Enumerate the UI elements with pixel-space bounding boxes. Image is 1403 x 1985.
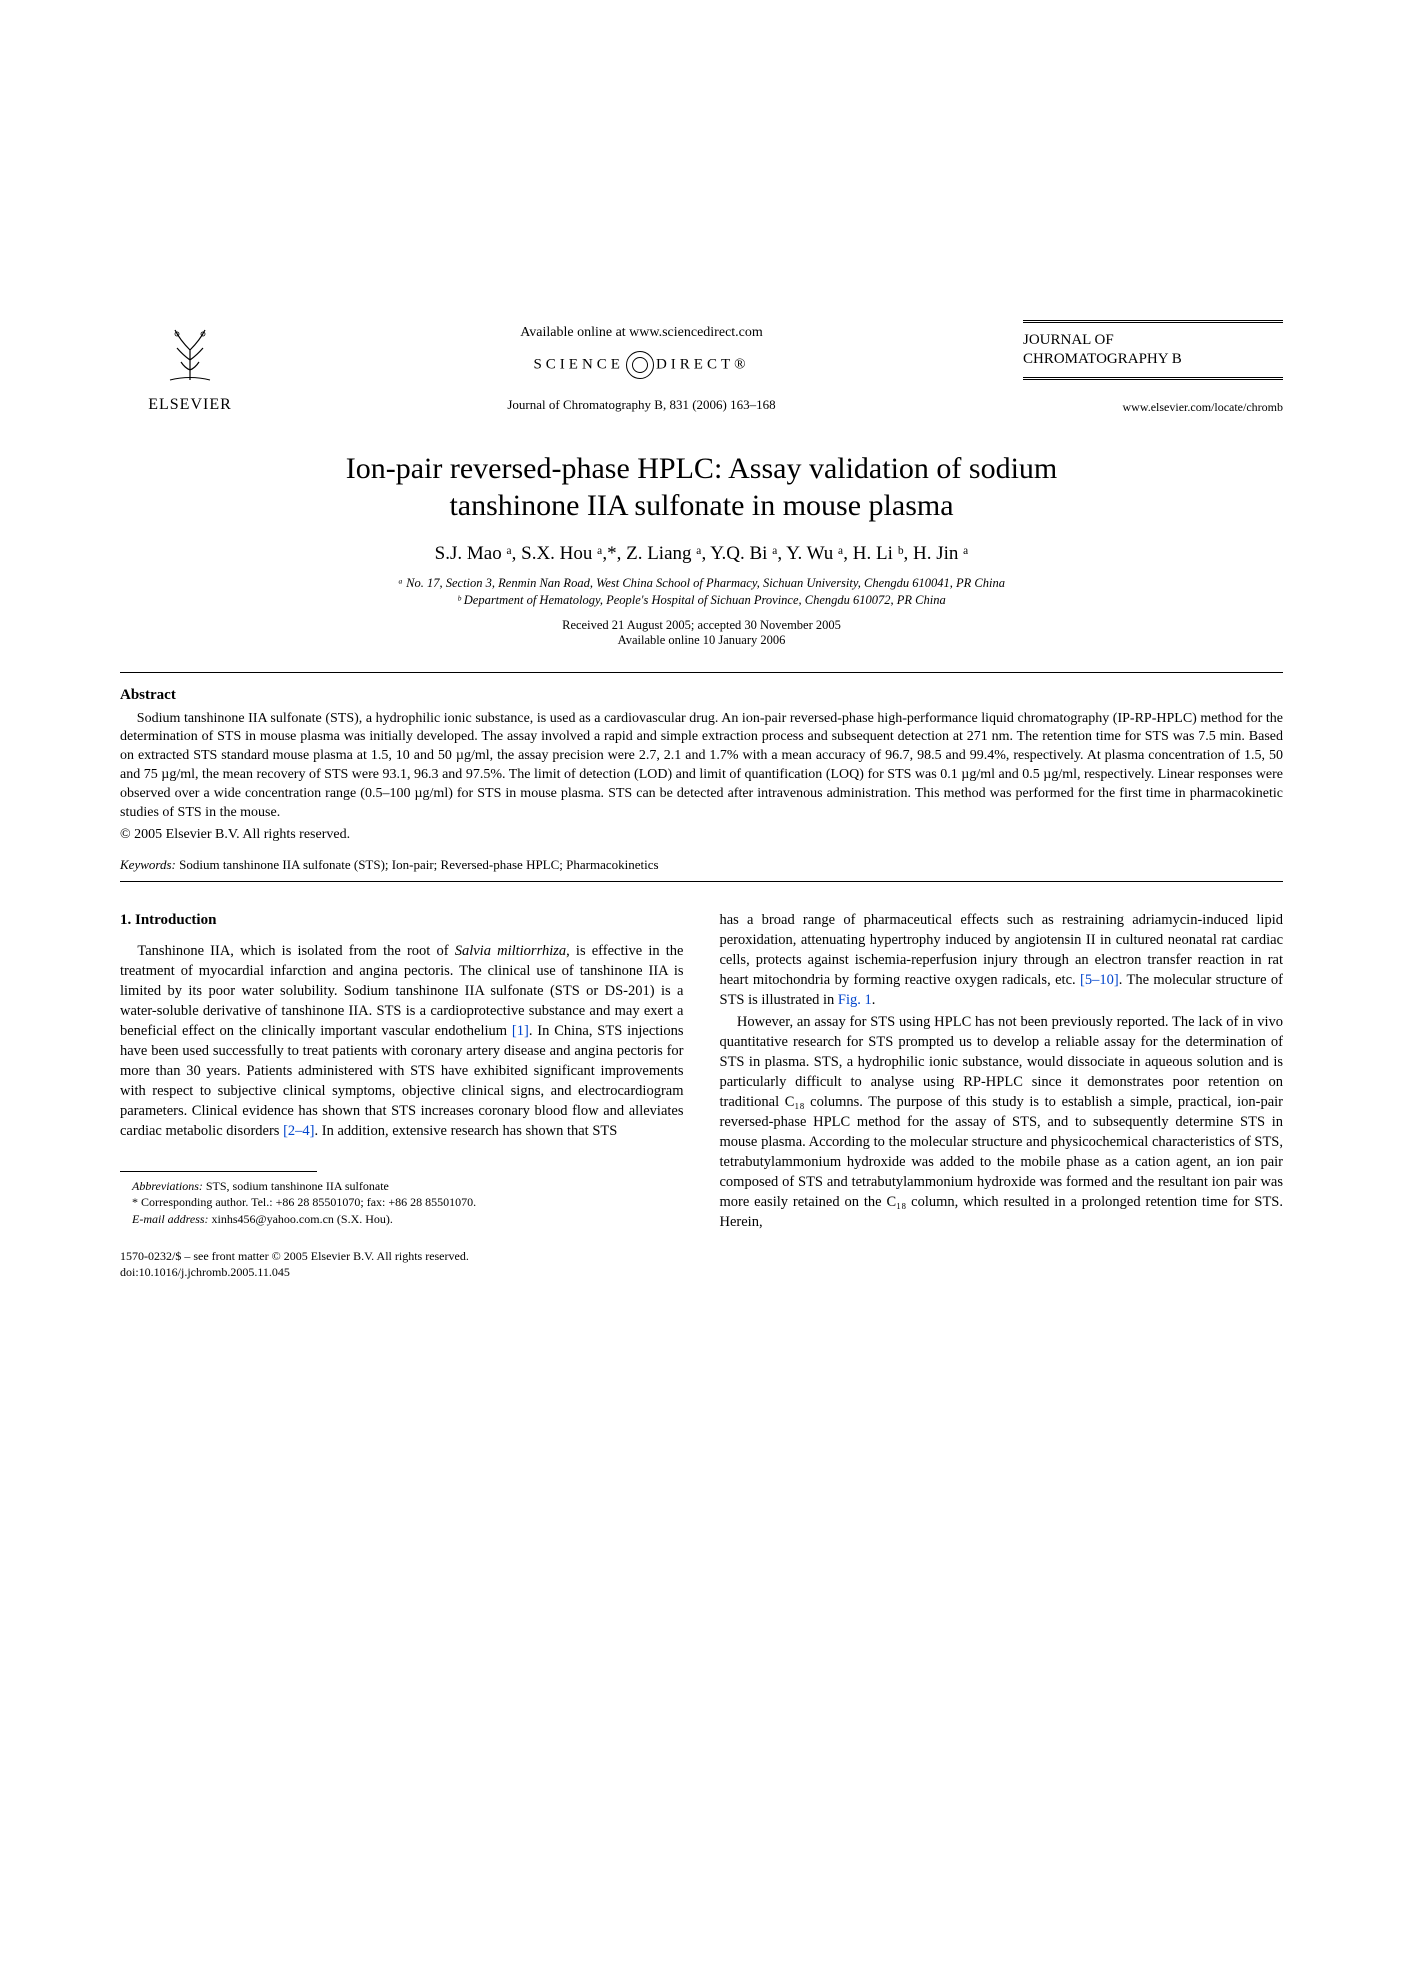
affiliation-b: ᵇ Department of Hematology, People's Hos…	[120, 592, 1283, 610]
double-rule-bottom	[1023, 377, 1283, 380]
abstract-heading: Abstract	[120, 687, 1283, 704]
double-rule-top	[1023, 320, 1283, 323]
elsevier-tree-icon	[155, 320, 225, 390]
sciencedirect-right: DIRECT®	[656, 356, 750, 372]
intro-para-3: However, an assay for STS using HPLC has…	[720, 1012, 1284, 1232]
dates-received: Received 21 August 2005; accepted 30 Nov…	[562, 618, 841, 632]
journal-name-line1: JOURNAL OF	[1023, 332, 1114, 348]
title-line2: tanshinone IIA sulfonate in mouse plasma	[449, 489, 953, 522]
footnote-rule	[120, 1171, 317, 1172]
footnote-abbrev: Abbreviations: STS, sodium tanshinone II…	[120, 1178, 684, 1195]
p2c: .	[872, 992, 876, 1008]
ref-fig1[interactable]: Fig. 1	[838, 992, 872, 1008]
footnotes: Abbreviations: STS, sodium tanshinone II…	[120, 1178, 684, 1228]
email-text: xinhs456@yahoo.com.cn (S.X. Hou).	[209, 1212, 393, 1226]
header-center: Available online at www.sciencedirect.co…	[260, 320, 1023, 413]
available-online-text: Available online at www.sciencedirect.co…	[260, 325, 1023, 341]
header-right: JOURNAL OF CHROMATOGRAPHY B www.elsevier…	[1023, 320, 1283, 415]
ref-1[interactable]: [1]	[512, 1023, 529, 1039]
intro-para-1: Tanshinone IIA, which is isolated from t…	[120, 941, 684, 1141]
dates-online: Available online 10 January 2006	[618, 633, 786, 647]
sciencedirect-orb-icon	[626, 351, 654, 379]
keywords-label: Keywords:	[120, 857, 176, 872]
section-1-heading: 1. Introduction	[120, 910, 684, 931]
p1c: . In China, STS injections have been use…	[120, 1023, 684, 1139]
sciencedirect-logo: SCIENCE DIRECT®	[260, 351, 1023, 379]
affiliation-a: ᵃ No. 17, Section 3, Renmin Nan Road, We…	[120, 575, 1283, 593]
column-right: has a broad range of pharmaceutical effe…	[720, 910, 1284, 1281]
email-label: E-mail address:	[132, 1212, 209, 1226]
journal-url: www.elsevier.com/locate/chromb	[1023, 400, 1283, 415]
author-list: S.J. Mao ᵃ, S.X. Hou ᵃ,*, Z. Liang ᵃ, Y.…	[120, 543, 1283, 565]
ref-5-10[interactable]: [5–10]	[1080, 972, 1119, 988]
keywords-text: Sodium tanshinone IIA sulfonate (STS); I…	[176, 857, 659, 872]
publisher-name: ELSEVIER	[148, 396, 232, 414]
abbrev-label: Abbreviations:	[132, 1179, 203, 1193]
footnote-corresponding: * Corresponding author. Tel.: +86 28 855…	[120, 1194, 684, 1211]
ref-2-4[interactable]: [2–4]	[283, 1123, 314, 1139]
rule-above-abstract	[120, 672, 1283, 673]
keywords-line: Keywords: Sodium tanshinone IIA sulfonat…	[120, 857, 1283, 873]
abbrev-text: STS, sodium tanshinone IIA sulfonate	[203, 1179, 389, 1193]
doi-block: 1570-0232/$ – see front matter © 2005 El…	[120, 1248, 684, 1281]
intro-para-2: has a broad range of pharmaceutical effe…	[720, 910, 1284, 1010]
species-name: Salvia miltiorrhiza	[455, 943, 566, 959]
abstract-copyright: © 2005 Elsevier B.V. All rights reserved…	[120, 827, 1283, 843]
footnote-email: E-mail address: xinhs456@yahoo.com.cn (S…	[120, 1211, 684, 1228]
publisher-block: ELSEVIER	[120, 320, 260, 414]
article-dates: Received 21 August 2005; accepted 30 Nov…	[120, 618, 1283, 648]
journal-name-line2: CHROMATOGRAPHY B	[1023, 351, 1182, 367]
p1d: . In addition, extensive research has sh…	[314, 1123, 617, 1139]
abstract-body: Sodium tanshinone IIA sulfonate (STS), a…	[120, 710, 1283, 823]
journal-reference: Journal of Chromatography B, 831 (2006) …	[260, 397, 1023, 413]
p1a: Tanshinone IIA, which is isolated from t…	[137, 943, 454, 959]
sciencedirect-left: SCIENCE	[533, 356, 624, 372]
header-row: ELSEVIER Available online at www.science…	[120, 320, 1283, 415]
paper-page: ELSEVIER Available online at www.science…	[0, 0, 1403, 1361]
column-left: 1. Introduction Tanshinone IIA, which is…	[120, 910, 684, 1281]
journal-name: JOURNAL OF CHROMATOGRAPHY B	[1023, 331, 1283, 369]
doi-front-matter: 1570-0232/$ – see front matter © 2005 El…	[120, 1249, 469, 1263]
article-title: Ion-pair reversed-phase HPLC: Assay vali…	[120, 450, 1283, 525]
title-line1: Ion-pair reversed-phase HPLC: Assay vali…	[346, 452, 1058, 485]
body-columns: 1. Introduction Tanshinone IIA, which is…	[120, 910, 1283, 1281]
rule-below-keywords	[120, 881, 1283, 882]
doi-number: doi:10.1016/j.jchromb.2005.11.045	[120, 1265, 290, 1279]
